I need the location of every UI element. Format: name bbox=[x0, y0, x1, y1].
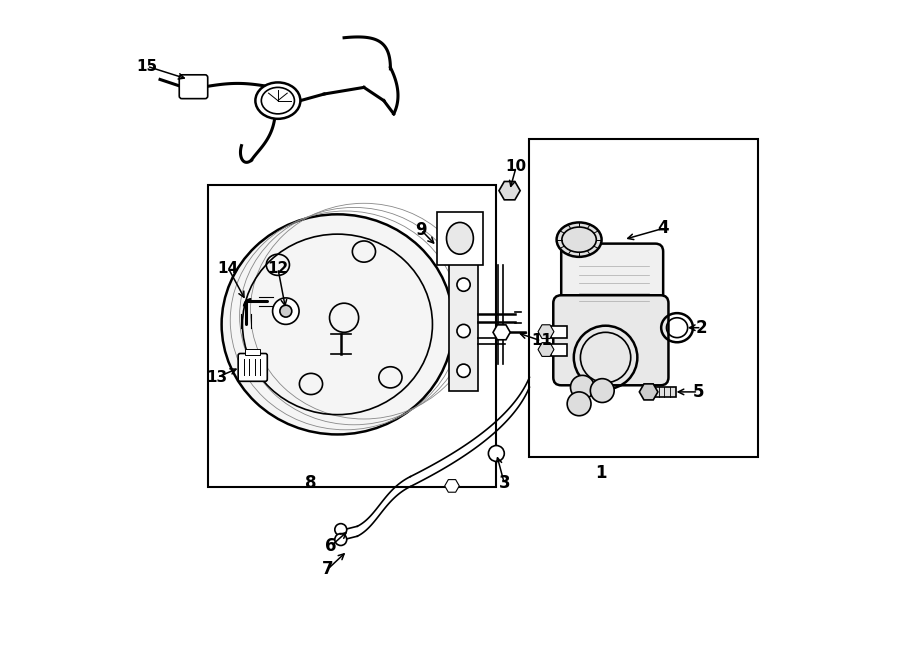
Ellipse shape bbox=[256, 83, 301, 119]
Text: 12: 12 bbox=[267, 261, 289, 275]
Circle shape bbox=[457, 324, 470, 338]
Circle shape bbox=[567, 392, 591, 416]
FancyBboxPatch shape bbox=[238, 354, 267, 381]
Bar bbox=[655, 387, 677, 397]
Circle shape bbox=[457, 278, 470, 291]
Circle shape bbox=[489, 446, 504, 461]
Bar bbox=[449, 258, 479, 391]
Text: 10: 10 bbox=[506, 160, 526, 174]
Ellipse shape bbox=[556, 222, 601, 257]
Text: 5: 5 bbox=[692, 383, 704, 401]
Text: 15: 15 bbox=[136, 59, 158, 73]
Bar bbox=[246, 349, 260, 355]
Circle shape bbox=[590, 379, 614, 402]
Text: 9: 9 bbox=[415, 220, 427, 239]
Circle shape bbox=[335, 524, 346, 536]
Bar bbox=[551, 326, 567, 338]
FancyBboxPatch shape bbox=[562, 244, 663, 319]
Bar bbox=[436, 212, 483, 265]
Bar bbox=[551, 344, 567, 356]
Circle shape bbox=[571, 375, 594, 399]
Text: 8: 8 bbox=[305, 474, 317, 493]
FancyBboxPatch shape bbox=[179, 75, 208, 99]
Circle shape bbox=[335, 534, 346, 545]
Bar bbox=[529, 139, 758, 457]
Circle shape bbox=[457, 364, 470, 377]
Bar bbox=[209, 185, 496, 487]
Ellipse shape bbox=[446, 222, 473, 254]
FancyBboxPatch shape bbox=[554, 295, 669, 385]
Text: 11: 11 bbox=[531, 334, 552, 348]
Circle shape bbox=[280, 305, 292, 317]
Text: 4: 4 bbox=[657, 219, 669, 238]
Ellipse shape bbox=[221, 214, 454, 434]
Text: 14: 14 bbox=[218, 261, 238, 275]
Text: 13: 13 bbox=[206, 370, 228, 385]
Circle shape bbox=[273, 298, 299, 324]
Text: 2: 2 bbox=[696, 318, 707, 337]
Text: 6: 6 bbox=[325, 537, 337, 555]
Text: 3: 3 bbox=[499, 474, 510, 493]
Text: 1: 1 bbox=[595, 464, 607, 483]
Text: 7: 7 bbox=[321, 560, 333, 579]
